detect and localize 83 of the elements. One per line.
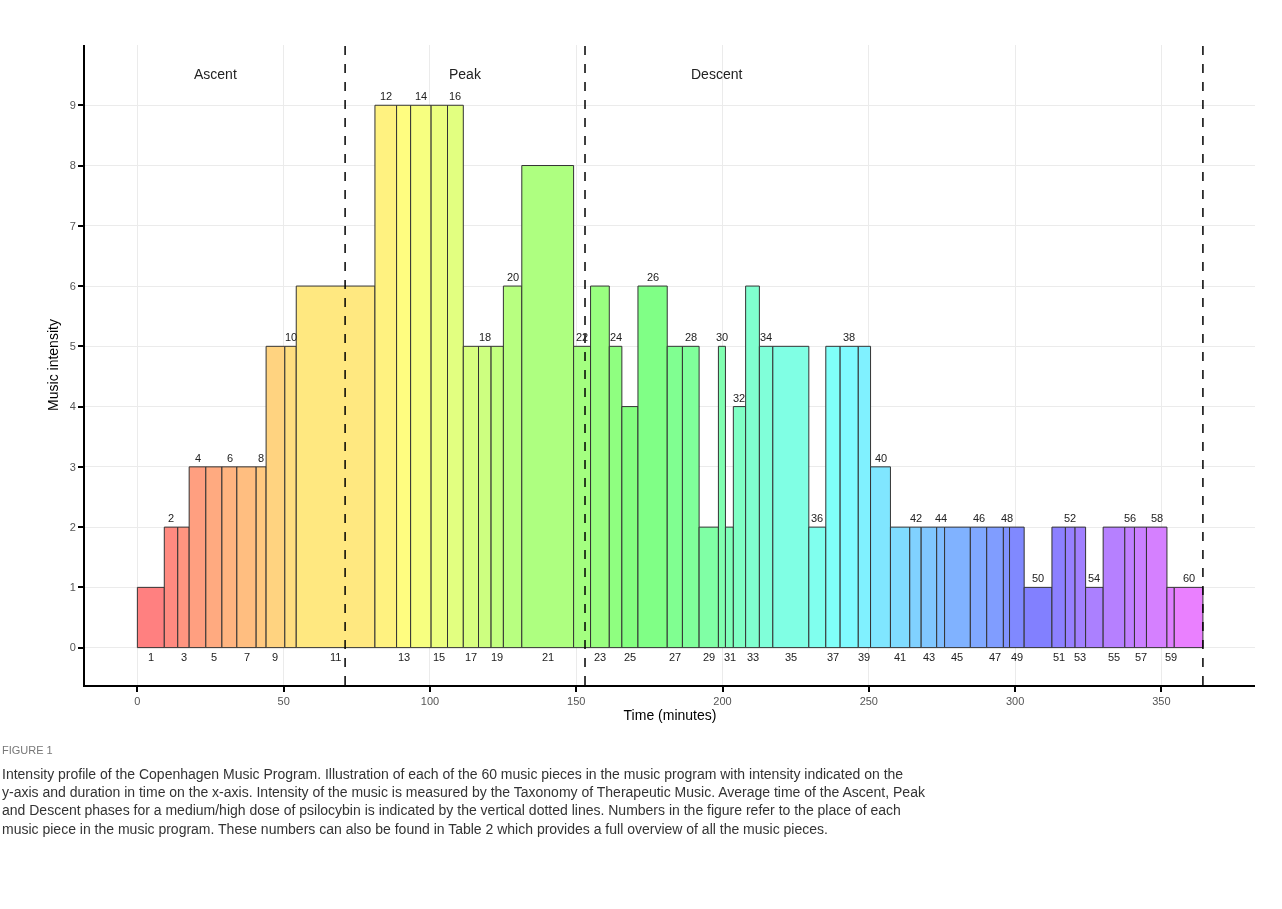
annotation: 15 [433, 651, 446, 663]
annotation: 45 [951, 651, 964, 663]
annotation: 3 [181, 651, 188, 663]
annotation: 41 [894, 651, 907, 663]
y-tick-label: 7 [69, 219, 76, 232]
annotation: 56 [1124, 512, 1137, 524]
y-tick-label: 6 [69, 279, 76, 292]
annotation: 32 [733, 392, 746, 404]
annotation: Peak [449, 66, 482, 82]
annotation: 20 [507, 271, 520, 283]
annotation: 55 [1108, 651, 1121, 663]
annotation: 53 [1074, 651, 1087, 663]
annotation: 8 [258, 452, 265, 464]
annotation: 23 [594, 651, 607, 663]
annotation: 12 [380, 90, 393, 102]
annotation: 24 [610, 331, 623, 343]
annotation: 6 [227, 452, 234, 464]
x-tick-label: 200 [713, 695, 732, 708]
caption: FIGURE 1 [2, 744, 53, 756]
annotation: 30 [716, 331, 729, 343]
y-tick-label: 8 [69, 159, 76, 172]
annotation: 44 [935, 512, 948, 524]
annotation: 46 [973, 512, 986, 524]
annotation: 16 [449, 90, 462, 102]
y-tick-label: 1 [69, 581, 76, 594]
annotation: 21 [542, 651, 555, 663]
annotation: 7 [244, 651, 251, 663]
annotation: Ascent [194, 66, 237, 82]
annotation: 47 [989, 651, 1002, 663]
annotation: 33 [747, 651, 760, 663]
x-tick-label: 350 [1152, 695, 1171, 708]
annotation: 14 [415, 90, 428, 102]
annotation: 19 [491, 651, 504, 663]
annotation: 40 [875, 452, 888, 464]
annotation: Descent [691, 66, 743, 82]
annotation: 11 [330, 651, 342, 663]
annotation: 54 [1088, 572, 1101, 584]
annotation: 60 [1183, 572, 1196, 584]
annotation: 50 [1032, 572, 1045, 584]
annotation: 57 [1135, 651, 1148, 663]
annotation: 27 [669, 651, 682, 663]
annotation: 39 [858, 651, 871, 663]
annotation: 13 [398, 651, 411, 663]
y-tick-label: 5 [69, 340, 76, 353]
y-axis-title: Music intensity [44, 319, 61, 411]
annotation: 5 [211, 651, 218, 663]
annotation: 2 [168, 512, 175, 524]
annotation: 26 [647, 271, 660, 283]
annotation: 42 [910, 512, 923, 524]
x-axis-title: Time (minutes) [623, 707, 717, 724]
annotation: 28 [685, 331, 698, 343]
annotation: 9 [272, 651, 279, 663]
annotation: 37 [827, 651, 840, 663]
annotation: 58 [1151, 512, 1164, 524]
annotation: 38 [843, 331, 856, 343]
annotation: 1 [148, 651, 155, 663]
annotation: 48 [1001, 512, 1014, 524]
annotation: 49 [1011, 651, 1024, 663]
y-tick-label: 9 [69, 99, 76, 112]
annotation: 43 [923, 651, 936, 663]
y-tick-label: 0 [69, 641, 76, 654]
x-tick-label: 300 [1005, 695, 1025, 708]
x-tick-label: 100 [420, 695, 440, 708]
annotation: 34 [760, 331, 773, 343]
annotation: 35 [785, 651, 798, 663]
annotation: 29 [703, 651, 716, 663]
y-tick-label: 3 [69, 460, 76, 473]
annotation: 59 [1165, 651, 1178, 663]
annotation: 51 [1053, 651, 1066, 663]
x-tick-label: 0 [134, 695, 141, 708]
annotation: 4 [195, 452, 202, 464]
x-tick-label: 250 [859, 695, 878, 708]
annotation: 31 [724, 651, 737, 663]
y-tick-label: 4 [69, 400, 76, 413]
text: Intensity profile of the Copenhagen Music Program. Illustration of each of the 60 music pieces in the music program with intensity indicated on the y-axis and duration in time on the x-axis. Intensity of the music is measured by the Taxonomy of Therapeutic Music. Average time of the Ascent, Peak and Descent phases for a medium/high dose of psilocybin is indicated by the vertical dotted lines. Numbers in the figure refer to the place of each music piece in the music program. These numbers can also be found in Table 2 which provides a full overview of all the music pieces. [2, 766, 926, 837]
y-tick-label: 2 [69, 520, 76, 533]
annotation: 52 [1064, 512, 1077, 524]
x-tick-label: 50 [277, 695, 290, 708]
annotation: 18 [479, 331, 492, 343]
annotation: 36 [811, 512, 824, 524]
annotation: 17 [465, 651, 478, 663]
x-tick-label: 150 [567, 695, 586, 708]
annotation: 25 [624, 651, 637, 663]
